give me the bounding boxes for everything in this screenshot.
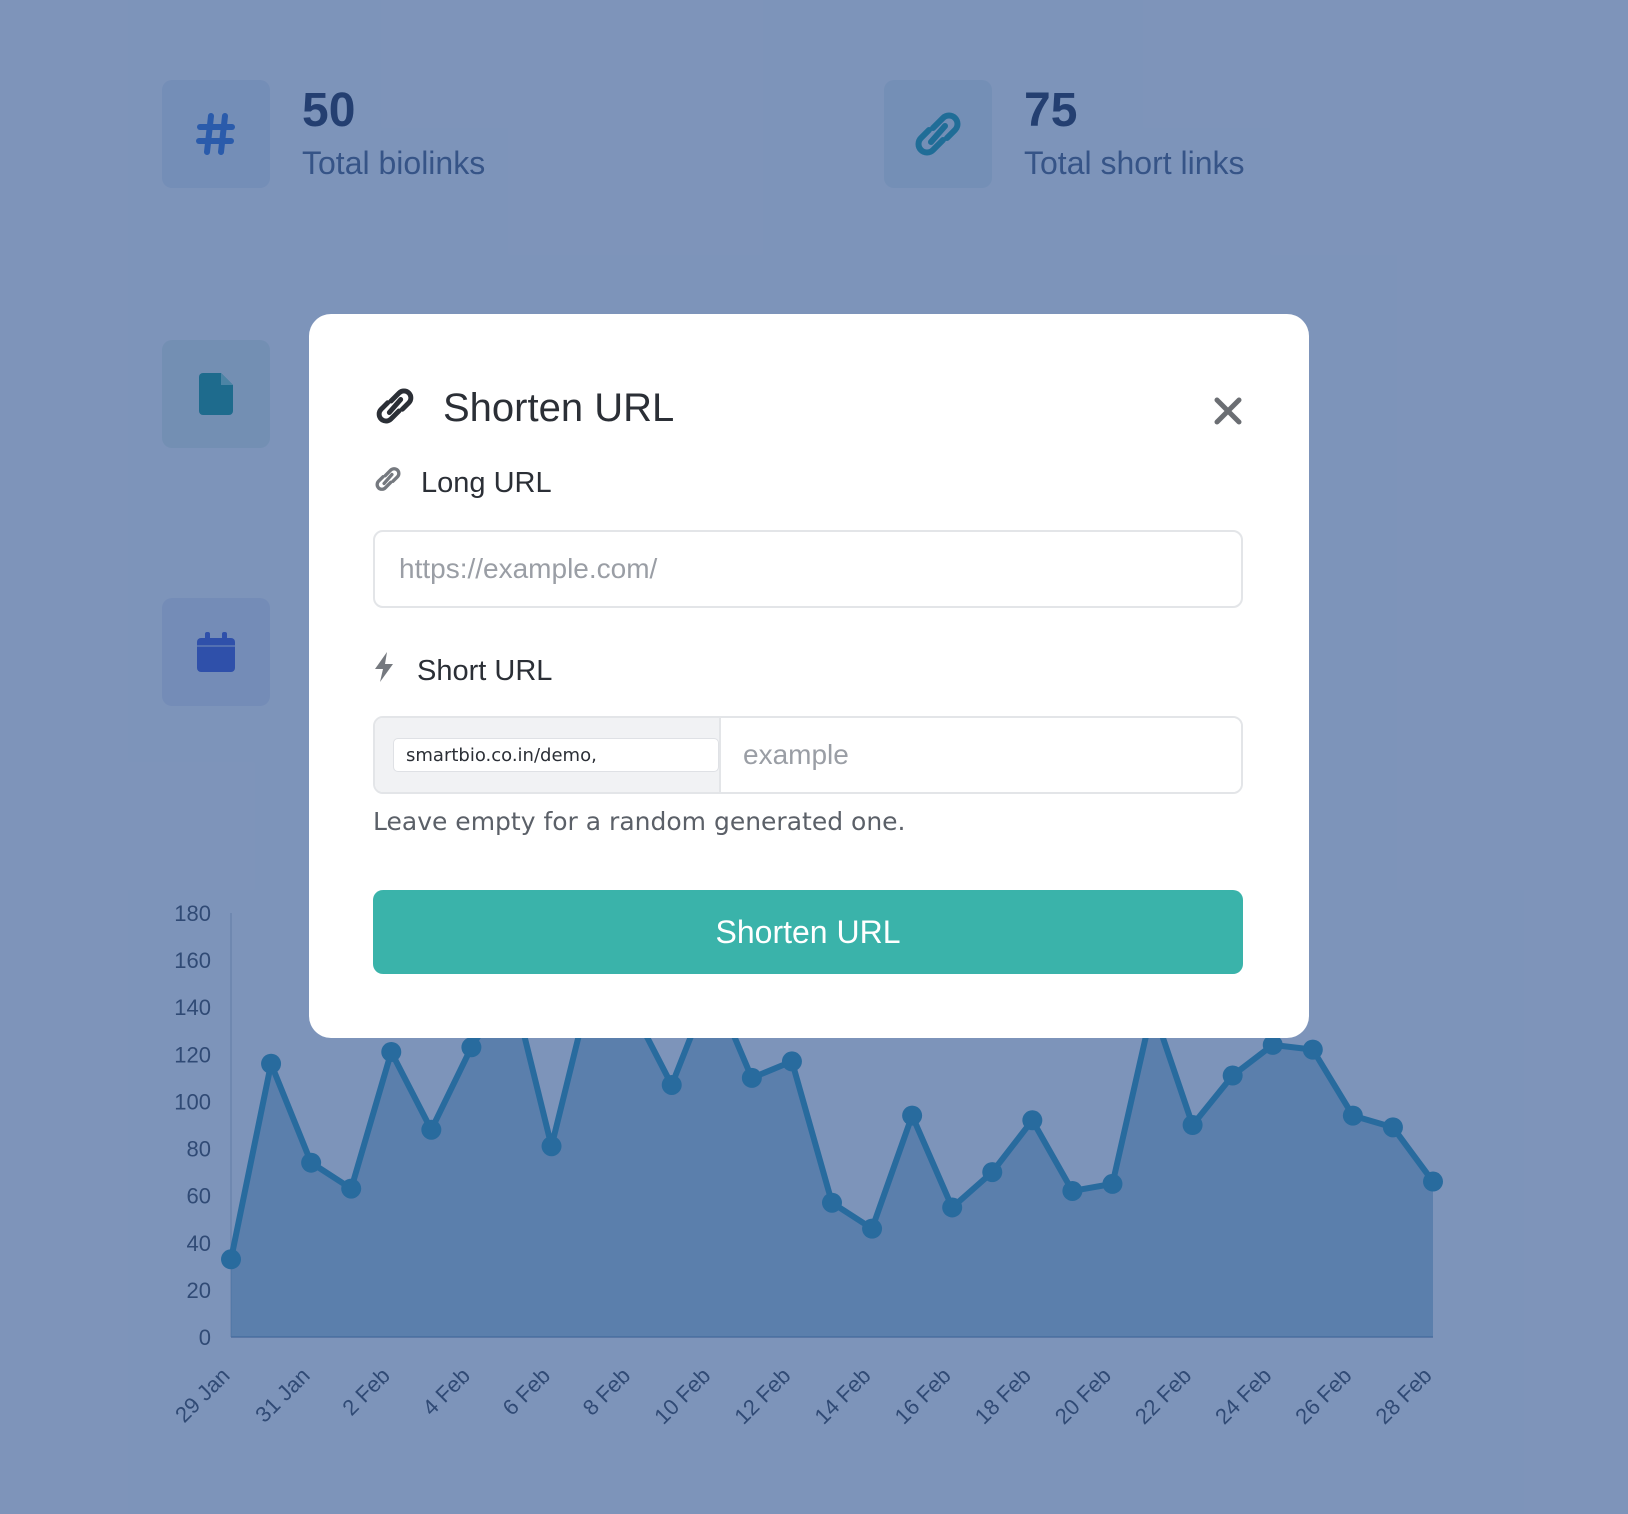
link-icon <box>373 466 403 500</box>
domain-prefix-select[interactable]: smartbio.co.in/demo, <box>393 738 719 772</box>
domain-prefix-container: smartbio.co.in/demo, <box>375 718 719 792</box>
long-url-input[interactable] <box>373 530 1243 608</box>
short-url-help-text: Leave empty for a random generated one. <box>373 807 906 836</box>
bolt-icon <box>373 652 395 690</box>
close-button[interactable] <box>1211 394 1245 428</box>
short-url-label: Short URL <box>373 652 552 690</box>
shorten-url-modal: Shorten URL Long URL Short URL smartbio.… <box>309 314 1309 1038</box>
modal-title: Shorten URL <box>443 386 675 430</box>
close-icon <box>1214 397 1242 425</box>
short-url-alias-input[interactable] <box>719 718 1241 792</box>
long-url-label: Long URL <box>373 466 552 500</box>
link-icon <box>373 388 417 429</box>
shorten-url-submit-button[interactable]: Shorten URL <box>373 890 1243 974</box>
short-url-input-group: smartbio.co.in/demo, <box>373 716 1243 794</box>
